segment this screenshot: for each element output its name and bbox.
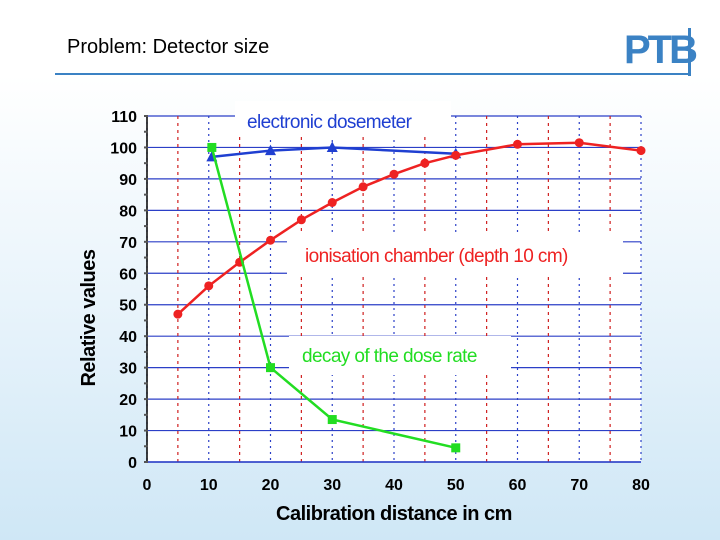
y-tick-label: 30 <box>119 361 137 378</box>
data-point <box>173 309 183 319</box>
data-point <box>451 150 461 160</box>
series-layer <box>173 138 646 453</box>
data-point <box>207 142 217 152</box>
annotation-ionisation-chamber: ionisation chamber (depth 10 cm) <box>305 246 568 267</box>
data-point <box>204 281 214 291</box>
series-line <box>211 146 456 159</box>
y-tick-label: 70 <box>119 235 137 252</box>
data-point <box>327 198 337 207</box>
x-tick-label: 20 <box>262 477 280 494</box>
data-point <box>636 146 646 156</box>
y-tick-label: 110 <box>111 109 137 126</box>
y-tick-label: 80 <box>119 203 137 220</box>
data-point <box>326 141 338 152</box>
data-point <box>420 158 430 168</box>
annotation-box-ionisation <box>287 235 623 275</box>
y-tick-label: 0 <box>128 455 137 472</box>
x-tick-label: 40 <box>385 477 403 494</box>
grid <box>144 115 642 463</box>
y-tick-label: 40 <box>119 329 137 346</box>
y-tick-label: 90 <box>119 172 137 189</box>
logo-bar <box>688 28 691 76</box>
annotation-box-decay <box>289 336 511 375</box>
annotation-box-electronic <box>235 101 451 137</box>
x-tick-label: 0 <box>143 477 152 494</box>
y-tick-label: 100 <box>110 140 137 157</box>
x-tick-label: 50 <box>447 477 465 494</box>
series-1 <box>173 138 646 319</box>
data-point <box>266 363 275 373</box>
data-point <box>327 415 337 425</box>
data-point <box>389 169 399 179</box>
y-tick-labels: 0 10 20 30 40 50 60 70 80 90 100 110 <box>110 109 137 472</box>
x-tick-label: 10 <box>200 477 218 494</box>
x-axis-title: Calibration distance in cm <box>276 503 512 525</box>
y-tick-label: 50 <box>119 298 137 315</box>
y-tick-label: 10 <box>119 424 137 441</box>
title-divider <box>55 73 691 75</box>
y-tick-label: 60 <box>119 266 137 283</box>
data-point <box>513 139 522 149</box>
x-tick-label: 70 <box>570 477 588 494</box>
data-point <box>266 235 275 245</box>
data-point <box>574 138 584 148</box>
data-point <box>265 144 276 156</box>
data-point <box>358 182 368 192</box>
annotation-electronic-dosemeter: electronic dosemeter <box>247 112 413 133</box>
series-2 <box>207 142 461 453</box>
data-point <box>451 443 461 453</box>
x-tick-label: 60 <box>509 477 527 494</box>
x-tick-label: 30 <box>323 477 341 494</box>
y-tick-label: 20 <box>119 392 137 409</box>
ptb-logo: PTB <box>624 28 698 76</box>
data-point <box>296 215 306 225</box>
x-tick-labels: 0 10 20 30 40 50 60 70 80 <box>143 477 650 494</box>
logo-text: PTB <box>624 28 698 72</box>
annotation-decay-dose-rate: decay of the dose rate <box>302 346 477 367</box>
x-tick-label: 80 <box>632 477 650 494</box>
series-line <box>210 147 457 450</box>
slide-title: Problem: Detector size <box>67 36 270 58</box>
y-axis-title: Relative values <box>78 249 100 386</box>
